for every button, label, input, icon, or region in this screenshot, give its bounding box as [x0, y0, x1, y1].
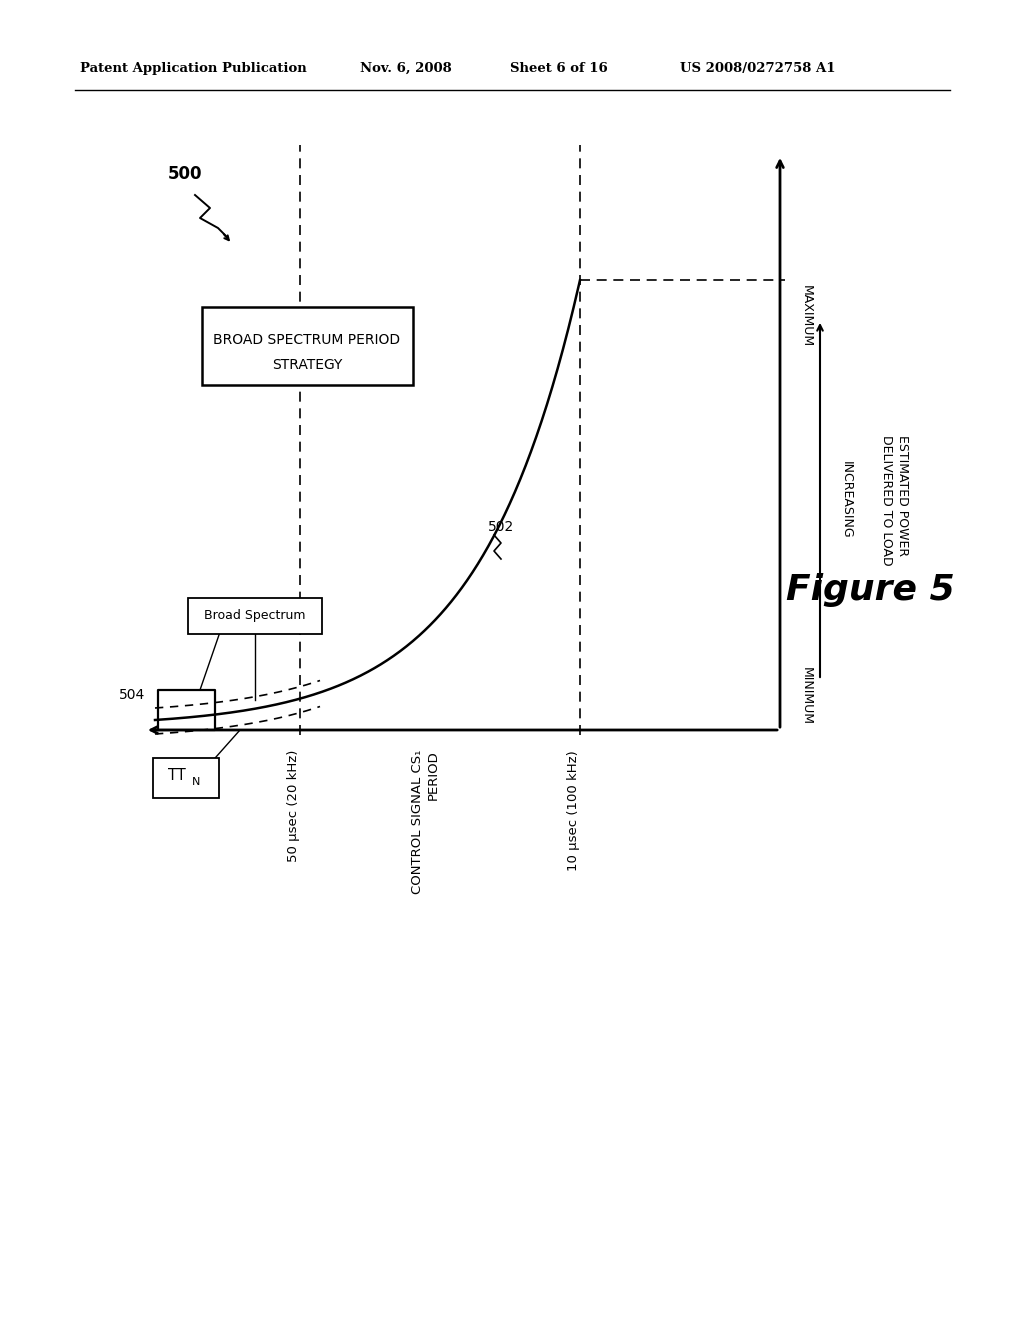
Text: MINIMUM: MINIMUM: [800, 667, 813, 725]
Text: 500: 500: [168, 165, 203, 183]
Text: Broad Spectrum: Broad Spectrum: [204, 610, 306, 623]
Text: MAXIMUM: MAXIMUM: [800, 285, 813, 347]
Text: STRATEGY: STRATEGY: [271, 358, 342, 372]
Text: CONTROL SIGNAL CS₁
PERIOD: CONTROL SIGNAL CS₁ PERIOD: [411, 750, 440, 895]
Text: Sheet 6 of 16: Sheet 6 of 16: [510, 62, 608, 75]
FancyBboxPatch shape: [202, 308, 413, 385]
Text: TT: TT: [168, 767, 185, 783]
Text: 504: 504: [119, 688, 145, 702]
FancyBboxPatch shape: [153, 758, 219, 799]
Text: Figure 5: Figure 5: [785, 573, 954, 607]
FancyBboxPatch shape: [188, 598, 322, 634]
Text: BROAD SPECTRUM PERIOD: BROAD SPECTRUM PERIOD: [213, 333, 400, 347]
Text: Patent Application Publication: Patent Application Publication: [80, 62, 307, 75]
Text: 50 μsec (20 kHz): 50 μsec (20 kHz): [287, 750, 300, 862]
Text: 10 μsec (100 kHz): 10 μsec (100 kHz): [567, 750, 580, 871]
Text: INCREASING: INCREASING: [840, 461, 853, 539]
Text: ESTIMATED POWER
DELIVERED TO LOAD: ESTIMATED POWER DELIVERED TO LOAD: [880, 434, 909, 565]
Text: US 2008/0272758 A1: US 2008/0272758 A1: [680, 62, 836, 75]
Text: N: N: [193, 777, 201, 787]
Text: Nov. 6, 2008: Nov. 6, 2008: [360, 62, 452, 75]
Text: 502: 502: [488, 520, 514, 535]
